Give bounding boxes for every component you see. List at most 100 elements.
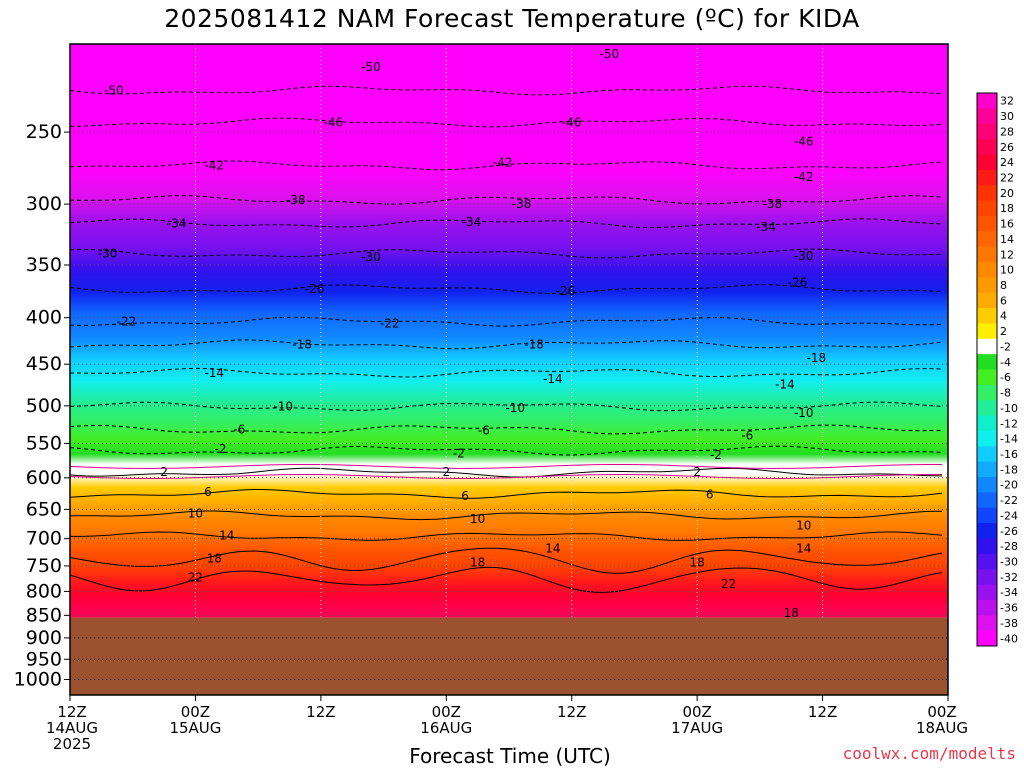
colorbar-label: -20 xyxy=(1000,479,1018,492)
colorbar-swatch xyxy=(977,446,997,463)
colorbar-label: 4 xyxy=(1000,310,1007,323)
contour-label: 14 xyxy=(796,542,811,556)
contour-label: 18 xyxy=(690,556,705,570)
colorbar-label: 22 xyxy=(1000,171,1014,184)
colorbar-label: -2 xyxy=(1000,340,1011,353)
colorbar-swatch xyxy=(977,308,997,324)
x-tick-label: 14AUG xyxy=(46,719,98,737)
colorbar-swatch xyxy=(977,123,997,140)
contour-label: -42 xyxy=(493,156,513,170)
contour-label: -42 xyxy=(204,158,224,172)
colorbar-swatch xyxy=(977,108,997,125)
contour-label: -10 xyxy=(794,406,814,420)
contour-line xyxy=(69,566,943,593)
x-tick-label: 12Z xyxy=(808,703,837,721)
contour-label: -14 xyxy=(775,378,795,392)
contour-line xyxy=(69,424,943,435)
contour-label: -18 xyxy=(524,337,544,351)
colorbar-swatch xyxy=(977,400,997,417)
contour-label: -26 xyxy=(305,282,325,296)
x-tick-label: 00Z xyxy=(682,703,711,721)
colorbar-label: -38 xyxy=(1000,617,1018,630)
contour-line xyxy=(69,284,943,294)
contour-label: -26 xyxy=(788,276,808,290)
contour-label: -10 xyxy=(273,400,293,414)
colorbar-label: -40 xyxy=(1000,632,1018,645)
colorbar-label: 14 xyxy=(1000,233,1014,246)
ground-fill xyxy=(70,617,948,695)
contour-label: 10 xyxy=(470,512,485,526)
colorbar-label: -34 xyxy=(1000,586,1018,599)
colorbar-swatch xyxy=(977,630,997,647)
colorbar-swatch xyxy=(977,154,997,171)
contour-label: -34 xyxy=(167,216,187,230)
contour-line xyxy=(69,547,943,574)
contour-line xyxy=(69,160,943,171)
contour-line xyxy=(69,248,943,259)
contour-label: -34 xyxy=(756,220,776,234)
contour-label: 14 xyxy=(219,528,234,542)
colorbar-swatch xyxy=(977,523,997,539)
colorbar-swatch xyxy=(977,261,997,278)
colorbar-swatch xyxy=(977,169,997,186)
contour-line xyxy=(69,510,942,521)
colorbar-label: -16 xyxy=(1000,448,1018,461)
colorbar-swatch xyxy=(977,200,997,217)
colorbar-swatch xyxy=(977,569,997,586)
colorbar-label: -28 xyxy=(1000,540,1018,553)
contour-line xyxy=(69,467,943,478)
x-tick-label: 00Z xyxy=(432,703,461,721)
contour-label: -34 xyxy=(462,215,482,229)
y-tick-label: 400 xyxy=(26,307,62,329)
y-tick-label: 1000 xyxy=(14,669,62,691)
y-tick-label: 750 xyxy=(26,555,62,577)
contour-line xyxy=(70,531,943,541)
colorbar-swatch xyxy=(977,461,997,478)
contour-line xyxy=(69,85,943,96)
x-axis-label: Forecast Time (UTC) xyxy=(409,744,611,768)
contour-label: -10 xyxy=(505,401,525,415)
colorbar-label: 6 xyxy=(1000,294,1007,307)
y-tick-label: 500 xyxy=(26,395,62,417)
colorbar-swatch xyxy=(977,354,997,370)
plot-frame xyxy=(69,43,949,696)
contour-label: 18 xyxy=(470,556,485,570)
colorbar-swatch xyxy=(977,369,997,386)
contour-label: 2 xyxy=(693,465,701,479)
contour-label: 18 xyxy=(784,606,799,620)
colorbar-label: 28 xyxy=(1000,125,1014,138)
colorbar-label: 20 xyxy=(1000,187,1014,200)
y-tick-label: 900 xyxy=(26,627,62,649)
colorbar-swatch xyxy=(977,277,997,294)
colorbar-swatch xyxy=(977,538,997,555)
colorbar-swatch xyxy=(977,231,997,248)
colorbar-swatch xyxy=(977,415,997,432)
contour-label: 6 xyxy=(204,485,212,499)
colorbar-label: -30 xyxy=(1000,556,1018,569)
colorbar-swatch xyxy=(977,430,997,447)
chart-title: 2025081412 NAM Forecast Temperature (ºC)… xyxy=(164,4,860,33)
freezing-contour xyxy=(69,464,942,470)
y-tick-label: 450 xyxy=(26,353,62,375)
contour-label: 22 xyxy=(188,570,203,584)
contour-label: -2 xyxy=(710,448,722,462)
contour-label: -42 xyxy=(794,170,814,184)
y-tick-label: 600 xyxy=(26,467,62,489)
colorbar-swatch xyxy=(977,323,997,340)
x-tick-label: 17AUG xyxy=(671,719,723,737)
y-tick-label: 700 xyxy=(26,528,62,550)
contour-label: -26 xyxy=(556,284,576,298)
colorbar-swatch xyxy=(977,215,997,232)
contour-label: 2 xyxy=(160,465,168,479)
colorbar-label: 32 xyxy=(1000,95,1014,108)
colorbar-label: 2 xyxy=(1000,325,1007,338)
colorbar-swatch xyxy=(977,292,997,309)
contour-label: -46 xyxy=(794,134,814,148)
contour-label: -50 xyxy=(104,84,124,98)
colorbar-label: -12 xyxy=(1000,417,1018,430)
colorbar-label: 26 xyxy=(1000,141,1014,154)
contour-label: -50 xyxy=(600,47,620,61)
colorbar-frame xyxy=(976,92,998,647)
contour-label: 14 xyxy=(545,542,560,556)
